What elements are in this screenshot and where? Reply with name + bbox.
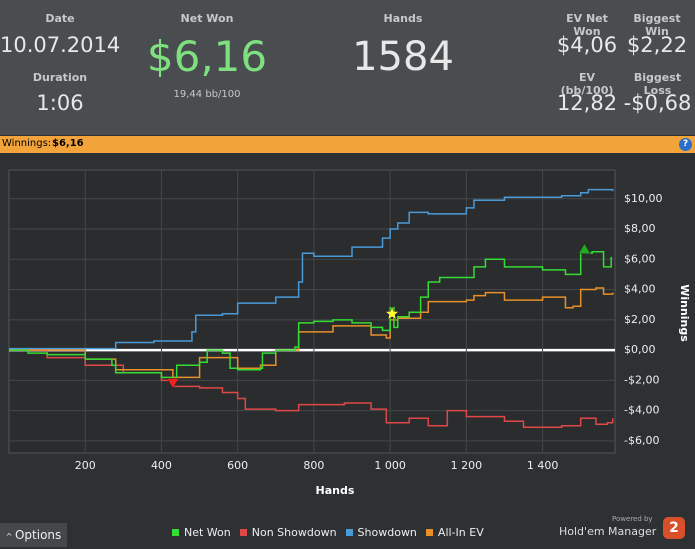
label: EV Net Won xyxy=(566,12,608,38)
value: -$0,68 xyxy=(623,91,692,115)
label: Biggest Loss xyxy=(633,71,682,97)
value: $4,06 xyxy=(556,33,618,57)
marker xyxy=(166,378,180,389)
chart: Hands Winnings -$6,00 -$4,00 -$2,00 $0,00 $2… xyxy=(8,169,691,497)
legend-item[interactable]: Non Showdown xyxy=(239,526,337,539)
series-line xyxy=(9,188,614,350)
bb100: 19,44 bb/100 xyxy=(173,89,241,100)
label: EV (bb/100) xyxy=(560,71,614,97)
y-tick-label: $8,00 xyxy=(624,222,656,235)
net-won: $6,16 xyxy=(146,32,268,81)
footer: ^ Options Net Won Non Showdown Showdown All… xyxy=(0,515,695,547)
legend-item[interactable]: All-In EV xyxy=(425,526,484,539)
x-tick-label: 600 xyxy=(227,459,248,472)
value: $6,16 xyxy=(52,138,84,149)
value: 10.07.2014 xyxy=(0,33,121,57)
legend-swatch xyxy=(345,529,353,536)
x-tick-label: 800 xyxy=(303,459,324,472)
y-tick-label: -$2,00 xyxy=(624,373,659,386)
legend-item[interactable]: Net Won xyxy=(172,526,231,539)
options-label: Options xyxy=(14,528,62,542)
label: Duration xyxy=(32,71,88,84)
y-tick-label: $10,00 xyxy=(624,192,663,205)
y-tick-label: $2,00 xyxy=(624,313,656,326)
plot-area xyxy=(8,169,616,454)
marker xyxy=(384,306,400,320)
label: Winnings: xyxy=(2,138,52,149)
y-axis-label: Winnings xyxy=(678,284,691,342)
x-tick-label: 400 xyxy=(151,459,172,472)
legend-label: All-In EV xyxy=(437,526,484,539)
legend-label: Showdown xyxy=(357,526,417,539)
value: 12,82 xyxy=(556,91,618,115)
x-tick-label: 1 400 xyxy=(527,459,559,472)
hands: 1584 xyxy=(352,34,454,80)
x-axis-label: Hands xyxy=(316,484,355,497)
x-tick-label: 200 xyxy=(75,459,96,472)
status-bar: Winnings: $6,16 ? xyxy=(0,136,695,153)
marker xyxy=(578,243,591,254)
label: Date xyxy=(45,12,75,25)
y-tick-label: $0,00 xyxy=(624,343,656,356)
y-tick-label: -$6,00 xyxy=(624,434,659,447)
x-tick-label: 1 000 xyxy=(374,459,406,472)
legend-swatch xyxy=(239,529,247,536)
powered-by: Powered by xyxy=(612,515,653,523)
brand: Hold'em Manager xyxy=(559,525,657,538)
value: 1:06 xyxy=(36,91,84,115)
label: Hands xyxy=(383,12,423,25)
legend: Net Won Non Showdown Showdown All-In EV xyxy=(172,526,493,539)
y-tick-label: -$4,00 xyxy=(624,404,659,417)
legend-swatch xyxy=(425,529,433,536)
value: $2,22 xyxy=(626,33,688,57)
y-tick-label: $6,00 xyxy=(624,252,656,265)
options-button[interactable]: ^ Options xyxy=(0,523,67,547)
brand-logo: 2 xyxy=(663,517,685,539)
y-tick-label: $4,00 xyxy=(624,283,656,296)
x-tick-label: 1 200 xyxy=(451,459,483,472)
label: Biggest Win xyxy=(633,12,681,38)
stats-header: Date 10.07.2014 Duration 1:06 Net Won $6… xyxy=(0,0,695,135)
legend-label: Non Showdown xyxy=(251,526,337,539)
label: Net Won xyxy=(180,12,234,25)
legend-swatch xyxy=(172,529,179,536)
legend-label: Net Won xyxy=(184,526,231,539)
legend-item[interactable]: Showdown xyxy=(345,526,417,539)
help-button[interactable]: ? xyxy=(679,138,692,151)
